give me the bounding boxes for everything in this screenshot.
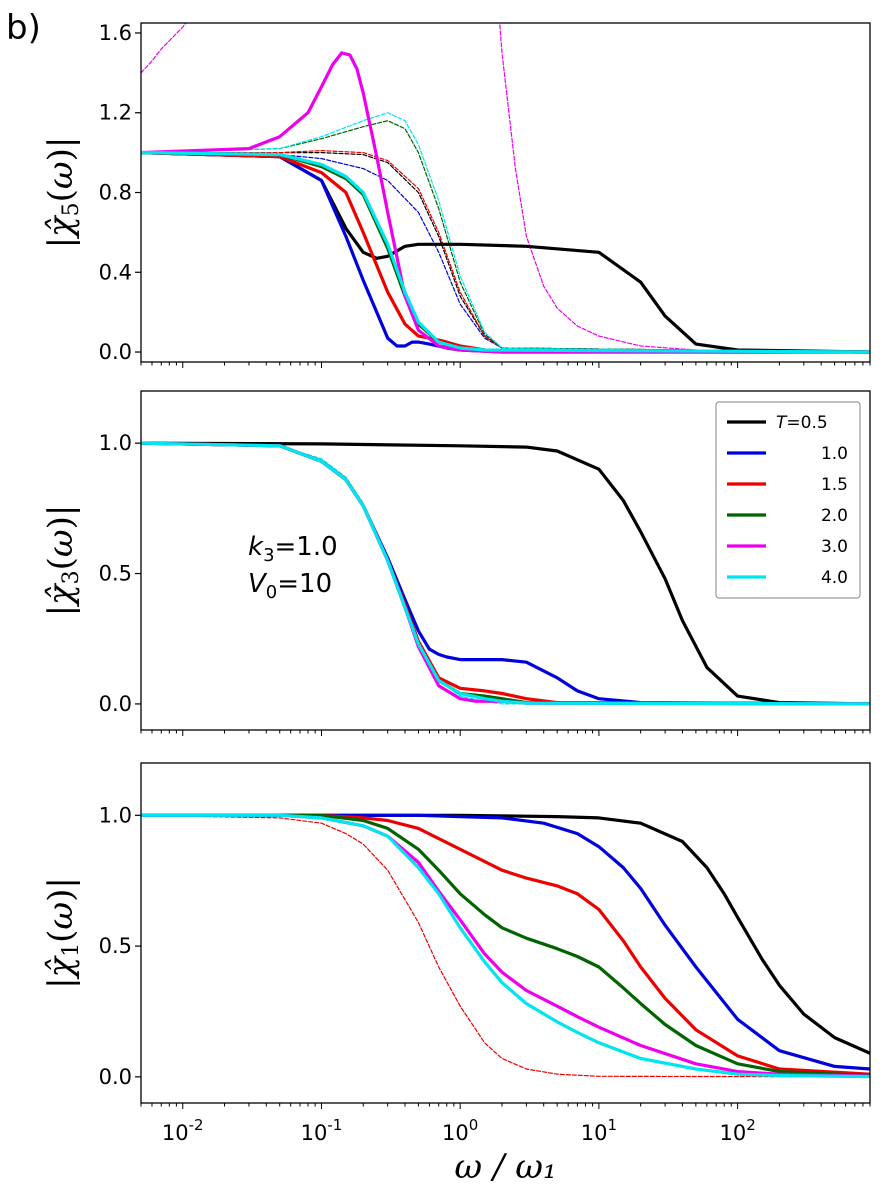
- series-line-T4.0-dashed: [141, 112, 870, 353]
- legend-entry-T0.5: T=0.5: [776, 413, 828, 433]
- series-line-T0.5: [141, 441, 870, 706]
- series-line-T1.0: [141, 813, 870, 1071]
- panel-1: 0.0 0.4 0.8 1.2 1.6 |χ̂5(ω)|: [41, 21, 871, 368]
- series-line-T1.5: [141, 813, 870, 1076]
- y-tick-label: 1.0: [99, 803, 132, 827]
- series-line-T1.0-dashed: [141, 152, 870, 353]
- series-group: [141, 23, 870, 354]
- y-tick-label: 0.0: [99, 1065, 132, 1089]
- series-line-T1.5-dashed: [141, 150, 870, 353]
- series-line-T1.5-dashed: [141, 814, 870, 1078]
- series-line-T4.0: [141, 151, 870, 354]
- series-line-T2.0: [141, 813, 870, 1078]
- panel-2: 0.0 0.5 1.0 |χ̂3(ω)| T=0.5 1.0 1.5 2.0 3.0 4.0 k3=…: [41, 390, 871, 736]
- y-axis-label: |χ̂3(ω)|: [41, 505, 84, 617]
- plot-frame: [140, 22, 871, 363]
- legend: T=0.5 1.0 1.5 2.0 3.0 4.0: [715, 401, 861, 599]
- series-line-T2.0: [141, 151, 870, 354]
- x-tick-label: 101: [581, 1116, 617, 1145]
- x-tick-label: 10-2: [162, 1116, 204, 1145]
- panel-3: 0.0 0.5 1.0 |χ̂1(ω)| 10-2 10-1 100 101 102 ω / ω₁: [41, 762, 871, 1187]
- y-tick-label: 0.5: [99, 934, 132, 958]
- y-tick-label: 1.6: [99, 21, 132, 45]
- panel-label: b): [6, 8, 41, 48]
- annotation-k3: k3=1.0: [248, 532, 338, 566]
- series-line-T3.0-dashed: [499, 23, 870, 353]
- plot-frame: [140, 390, 871, 731]
- y-tick-label: 0.0: [99, 340, 132, 364]
- series-line-T3.0: [141, 51, 870, 354]
- series-line-T1.0: [141, 151, 870, 354]
- y-tick-label: 0.4: [99, 260, 132, 284]
- series-line-T2.0-dashed: [141, 120, 870, 353]
- x-tick-label: 100: [442, 1116, 478, 1145]
- x-tick-label: 102: [719, 1116, 755, 1145]
- y-axis-label: |χ̂1(ω)|: [41, 877, 84, 989]
- y-axis-label: |χ̂5(ω)|: [41, 137, 84, 249]
- legend-entry-T2.0: 2.0: [821, 506, 848, 526]
- series-line-T4.0: [141, 441, 870, 706]
- series-line-T4.0: [141, 813, 870, 1079]
- legend-entry-T4.0: 4.0: [821, 568, 848, 588]
- series-line-T0.5-dashed: [141, 152, 870, 353]
- legend-entry-T3.0: 3.0: [821, 537, 848, 557]
- series-group: [141, 813, 870, 1079]
- x-tick-label: 10-1: [301, 1116, 343, 1145]
- y-tick-label: 1.0: [99, 431, 132, 455]
- y-tick-label: 0.5: [99, 562, 132, 586]
- series-group: [141, 441, 870, 706]
- series-line-T0.5: [141, 151, 870, 354]
- y-tick-label: 0.0: [99, 692, 132, 716]
- y-tick-label: 0.8: [99, 181, 132, 205]
- legend-frame: [715, 401, 861, 599]
- series-line-T3.0-dashed: [141, 23, 187, 74]
- series-line-T1.5: [141, 151, 870, 354]
- x-axis-label: ω / ω₁: [454, 1147, 556, 1187]
- legend-entry-T1.0: 1.0: [821, 444, 848, 464]
- plot-frame: [140, 762, 871, 1104]
- legend-entry-T1.5: 1.5: [821, 475, 848, 495]
- annotation-V0: V0=10: [248, 569, 332, 603]
- y-tick-label: 1.2: [99, 101, 132, 125]
- series-line-T0.5: [141, 813, 870, 1055]
